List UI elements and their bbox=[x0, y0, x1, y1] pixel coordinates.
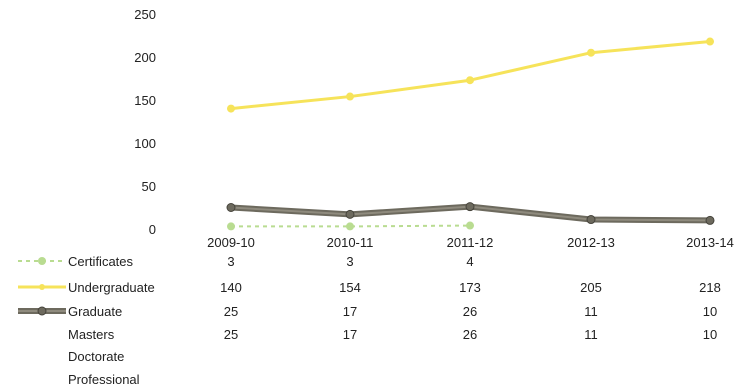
y-tick-label: 200 bbox=[134, 50, 156, 65]
legend-label: Masters bbox=[68, 327, 115, 342]
legend-label: Graduate bbox=[68, 304, 122, 319]
x-category-label: 2013-14 bbox=[686, 235, 734, 250]
legend-label: Doctorate bbox=[68, 349, 124, 364]
data-point-graduate bbox=[465, 202, 475, 212]
data-point-certificates bbox=[227, 222, 235, 231]
data-point-undergraduate bbox=[346, 92, 354, 101]
data-table-cell: 10 bbox=[703, 327, 717, 342]
data-table-cell: 17 bbox=[343, 327, 357, 342]
legend-key-marker bbox=[39, 284, 45, 290]
legend-label: Undergraduate bbox=[68, 280, 155, 295]
data-point-undergraduate bbox=[227, 104, 235, 113]
x-category-label: 2011-12 bbox=[447, 235, 494, 250]
data-point-certificates bbox=[466, 221, 474, 230]
legend-key-marker bbox=[38, 257, 46, 265]
y-tick-label: 0 bbox=[149, 222, 156, 237]
data-table-cell: 218 bbox=[699, 280, 721, 295]
data-point-graduate bbox=[586, 215, 596, 225]
data-point-certificates bbox=[346, 222, 354, 231]
data-point-undergraduate bbox=[466, 76, 474, 85]
data-table-cell: 11 bbox=[584, 327, 598, 342]
data-table-cell: 26 bbox=[463, 304, 477, 319]
data-table-cell: 25 bbox=[224, 327, 238, 342]
data-table-cell: 4 bbox=[466, 254, 473, 269]
y-tick-label: 250 bbox=[134, 7, 156, 22]
legend-key-marker bbox=[37, 306, 47, 316]
data-point-graduate bbox=[345, 209, 355, 219]
x-category-label: 2012-13 bbox=[567, 235, 615, 250]
data-table-cell: 205 bbox=[580, 280, 602, 295]
data-table-cell: 173 bbox=[459, 280, 481, 295]
data-point-undergraduate bbox=[587, 48, 595, 57]
data-table-cell: 17 bbox=[343, 304, 357, 319]
y-tick-label: 100 bbox=[134, 136, 156, 151]
legend-label: Professional bbox=[68, 372, 140, 387]
data-table-cell: 3 bbox=[227, 254, 234, 269]
data-table-cell: 154 bbox=[339, 280, 361, 295]
x-category-label: 2009-10 bbox=[207, 235, 255, 250]
data-table-cell: 10 bbox=[703, 304, 717, 319]
data-table-cell: 11 bbox=[584, 304, 598, 319]
data-point-graduate bbox=[705, 215, 715, 225]
x-category-label: 2010-11 bbox=[327, 235, 374, 250]
data-table-cell: 25 bbox=[224, 304, 238, 319]
data-point-undergraduate bbox=[706, 37, 714, 46]
y-tick-label: 150 bbox=[134, 93, 156, 108]
data-table-cell: 26 bbox=[463, 327, 477, 342]
data-table-cell: 3 bbox=[346, 254, 353, 269]
y-tick-label: 50 bbox=[142, 179, 156, 194]
data-point-graduate bbox=[226, 203, 236, 212]
series-line-undergraduate bbox=[230, 40, 711, 111]
legend-label: Certificates bbox=[68, 254, 134, 269]
data-table-cell: 140 bbox=[220, 280, 242, 295]
